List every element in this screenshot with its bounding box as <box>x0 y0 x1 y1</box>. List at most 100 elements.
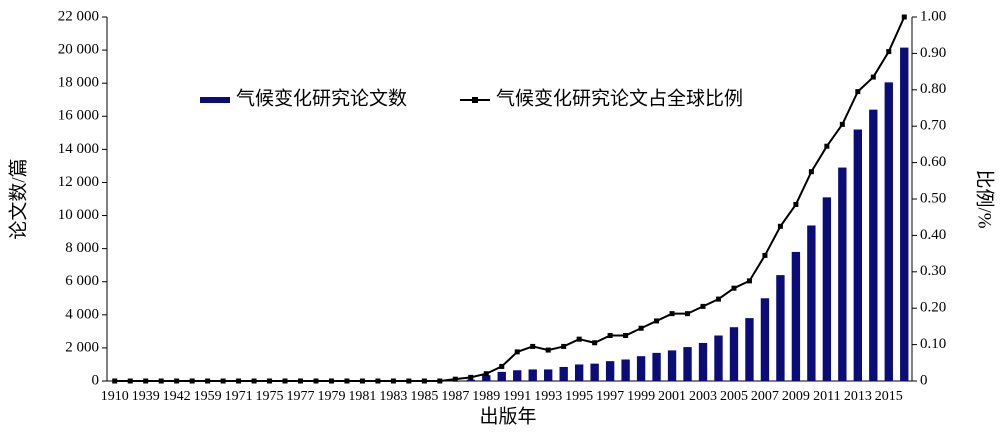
line-marker <box>762 252 768 258</box>
line-marker <box>344 378 350 384</box>
line <box>114 16 906 382</box>
x-tick-label: 1983 <box>379 389 407 404</box>
line-marker <box>886 49 892 55</box>
bar <box>838 167 847 381</box>
x-tick-label: 1985 <box>410 389 438 404</box>
line-marker <box>715 296 721 302</box>
y2-tick-label: 0.70 <box>920 118 946 134</box>
y2-tick-label: 0.60 <box>920 154 946 170</box>
line-marker <box>545 347 551 353</box>
bar <box>791 251 801 381</box>
bar <box>667 350 677 381</box>
x-tick-label: 2011 <box>813 389 840 404</box>
y-tick-label: 22 000 <box>58 8 99 24</box>
x-tick-label: 1991 <box>503 389 531 404</box>
x-tick-label: 1979 <box>317 389 345 404</box>
line-marker <box>561 343 567 349</box>
y-tick-label: 10 000 <box>58 207 99 223</box>
line-marker <box>112 378 118 384</box>
y-tick-label: 8 000 <box>65 240 99 256</box>
legend-label: 气候变化研究论文数 <box>236 87 407 109</box>
line-marker <box>499 363 505 369</box>
line-marker <box>205 378 211 384</box>
y-tick-label: 20 000 <box>58 42 99 58</box>
y2-tick-label: 0.90 <box>920 45 946 61</box>
line-marker <box>267 378 273 384</box>
y-tick-label: 18 000 <box>58 75 99 91</box>
line-marker <box>282 378 288 384</box>
y-tick-label: 0 <box>92 372 100 388</box>
line-marker <box>174 378 180 384</box>
line-marker <box>421 378 427 384</box>
line-marker <box>483 371 489 377</box>
line-marker <box>328 378 334 384</box>
line-marker <box>669 311 675 317</box>
x-tick-label: 1939 <box>132 389 160 404</box>
y2-tick-label: 0 <box>920 372 928 388</box>
bar <box>745 318 754 381</box>
line-marker <box>638 325 644 331</box>
x-tick-label: 1993 <box>534 389 562 404</box>
y2-tick-label: 0.10 <box>920 336 946 352</box>
line-marker <box>731 285 737 291</box>
x-tick-label: 1981 <box>348 389 376 404</box>
x-tick-label: 1975 <box>256 389 284 404</box>
x-tick-label: 2003 <box>689 389 717 404</box>
bar <box>466 379 475 381</box>
x-tick-label: 2001 <box>658 389 686 404</box>
line-marker <box>777 223 783 229</box>
bar <box>590 363 599 381</box>
y2-tick-label: 0.50 <box>920 190 946 206</box>
line-marker <box>143 378 149 384</box>
line-marker <box>406 378 412 384</box>
line-marker <box>654 318 660 324</box>
bar <box>574 364 584 381</box>
line-marker <box>592 340 598 346</box>
x-axis-title: 出版年 <box>479 405 536 427</box>
line-marker <box>251 378 257 384</box>
x-tick-label: 2009 <box>782 389 810 404</box>
bar <box>528 369 537 381</box>
bar <box>698 342 708 381</box>
bar <box>482 375 491 381</box>
line-marker <box>855 89 861 95</box>
line-marker <box>298 378 304 384</box>
legend-swatch <box>200 97 230 103</box>
line-marker <box>236 378 242 384</box>
bar <box>544 369 553 381</box>
line-marker <box>870 74 876 80</box>
x-tick-label: 1942 <box>163 389 191 404</box>
line-marker <box>901 14 907 20</box>
y-tick-label: 14 000 <box>58 141 99 157</box>
bar <box>869 109 878 382</box>
bar <box>683 347 692 381</box>
bar <box>729 327 739 381</box>
line-marker <box>359 378 365 384</box>
bar <box>621 359 630 381</box>
y-tick-label: 12 000 <box>58 174 99 190</box>
bar <box>497 371 506 381</box>
line-marker <box>530 343 536 349</box>
y2-tick-label: 1.00 <box>920 8 946 24</box>
line-marker <box>437 378 443 384</box>
legend-swatch <box>472 97 478 103</box>
y-tick-label: 4 000 <box>65 306 99 322</box>
x-tick-label: 1995 <box>565 389 593 404</box>
bar <box>559 366 568 381</box>
y2-tick-label: 0.80 <box>920 81 946 97</box>
bar <box>884 82 893 381</box>
bar <box>853 129 862 381</box>
bar <box>636 356 646 381</box>
line-marker <box>685 311 691 317</box>
bar <box>807 225 816 381</box>
line-marker <box>313 378 319 384</box>
y2-axis-title: 比例/% <box>974 169 996 228</box>
line-marker <box>390 378 396 384</box>
x-tick-label: 2015 <box>875 389 903 404</box>
line-marker <box>808 169 814 175</box>
line-marker <box>839 121 845 127</box>
line-marker <box>127 378 133 384</box>
x-tick-label: 1977 <box>287 389 315 404</box>
x-tick-label: 1987 <box>441 389 469 404</box>
